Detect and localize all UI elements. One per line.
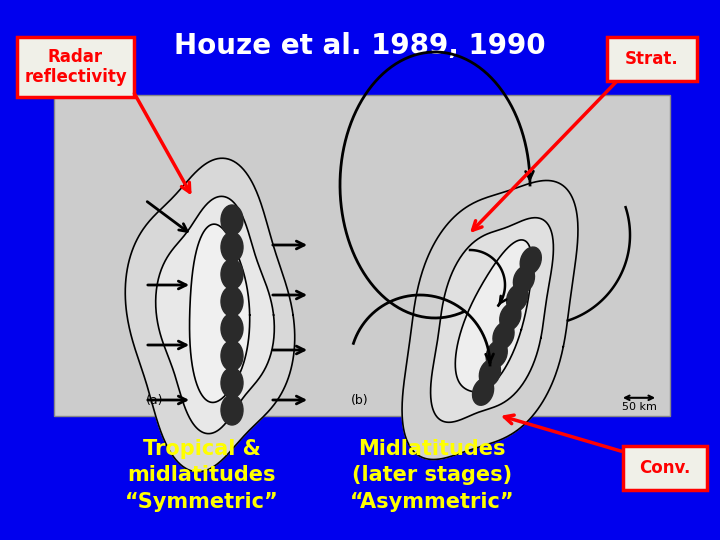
Text: Radar
reflectivity: Radar reflectivity <box>24 48 127 86</box>
Ellipse shape <box>507 285 528 312</box>
Ellipse shape <box>221 286 243 316</box>
Ellipse shape <box>493 322 514 349</box>
Ellipse shape <box>221 368 243 398</box>
Ellipse shape <box>500 303 521 330</box>
FancyBboxPatch shape <box>607 37 697 81</box>
Polygon shape <box>402 180 578 460</box>
Ellipse shape <box>486 341 508 368</box>
Polygon shape <box>455 240 532 392</box>
Ellipse shape <box>472 378 494 405</box>
Bar <box>54 94 670 416</box>
FancyBboxPatch shape <box>623 446 707 490</box>
Text: (b): (b) <box>351 394 369 407</box>
Text: Tropical &
midlatitudes
“Symmetric”: Tropical & midlatitudes “Symmetric” <box>125 439 279 511</box>
Ellipse shape <box>480 359 500 387</box>
Ellipse shape <box>513 266 534 293</box>
Ellipse shape <box>221 395 243 425</box>
Ellipse shape <box>521 247 541 274</box>
Polygon shape <box>125 158 294 472</box>
Ellipse shape <box>221 232 243 262</box>
Ellipse shape <box>221 205 243 235</box>
Polygon shape <box>156 197 274 434</box>
Text: Midlatitudes
(later stages)
“Asymmetric”: Midlatitudes (later stages) “Asymmetric” <box>350 439 514 511</box>
Text: Conv.: Conv. <box>639 459 690 477</box>
Text: Strat.: Strat. <box>625 50 679 68</box>
Text: (a): (a) <box>146 394 163 407</box>
Text: Houze et al. 1989, 1990: Houze et al. 1989, 1990 <box>174 32 546 60</box>
Text: 50 km: 50 km <box>621 402 657 412</box>
Polygon shape <box>431 218 554 422</box>
Ellipse shape <box>221 259 243 289</box>
Ellipse shape <box>221 314 243 343</box>
FancyBboxPatch shape <box>17 37 134 97</box>
Ellipse shape <box>221 341 243 371</box>
Polygon shape <box>189 224 250 402</box>
